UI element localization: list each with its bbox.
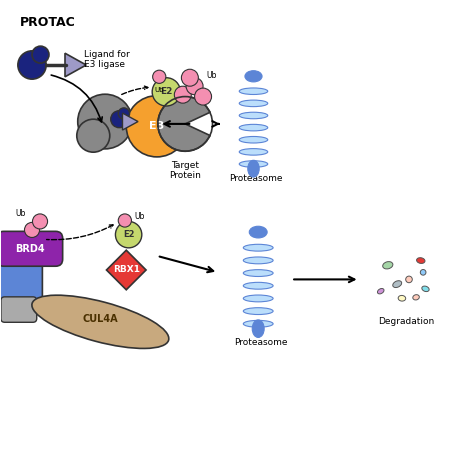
Circle shape: [152, 78, 181, 106]
Circle shape: [186, 78, 203, 95]
Ellipse shape: [393, 281, 401, 288]
Text: Ligand for
E3 ligase: Ligand for E3 ligase: [84, 50, 129, 69]
Ellipse shape: [383, 262, 393, 269]
Text: Ub: Ub: [155, 87, 164, 93]
Ellipse shape: [420, 270, 426, 275]
FancyBboxPatch shape: [0, 251, 42, 305]
Circle shape: [18, 51, 46, 79]
Text: E3: E3: [149, 121, 164, 131]
Ellipse shape: [252, 320, 264, 337]
Ellipse shape: [422, 286, 429, 292]
FancyArrowPatch shape: [51, 75, 102, 122]
Text: RBX1: RBX1: [113, 265, 140, 274]
Ellipse shape: [32, 295, 169, 348]
Circle shape: [118, 214, 131, 227]
Ellipse shape: [239, 100, 268, 107]
Ellipse shape: [406, 276, 412, 283]
Circle shape: [158, 97, 212, 151]
Circle shape: [126, 96, 188, 157]
Circle shape: [118, 108, 129, 119]
Polygon shape: [65, 53, 86, 77]
Ellipse shape: [239, 137, 268, 143]
Ellipse shape: [243, 320, 273, 327]
Ellipse shape: [239, 149, 268, 155]
Ellipse shape: [398, 295, 406, 301]
Ellipse shape: [243, 257, 273, 264]
Circle shape: [32, 46, 49, 63]
Ellipse shape: [417, 258, 425, 264]
Circle shape: [182, 69, 198, 86]
Text: Degradation: Degradation: [379, 317, 435, 326]
Circle shape: [33, 214, 47, 229]
Ellipse shape: [239, 88, 268, 94]
Ellipse shape: [239, 161, 268, 167]
Circle shape: [174, 86, 191, 103]
Circle shape: [116, 221, 142, 248]
Ellipse shape: [245, 71, 262, 82]
Ellipse shape: [243, 283, 273, 289]
Text: Target
Protein: Target Protein: [169, 161, 201, 180]
Polygon shape: [122, 113, 138, 130]
Circle shape: [77, 119, 110, 152]
Ellipse shape: [239, 112, 268, 119]
FancyArrowPatch shape: [122, 86, 148, 94]
Circle shape: [195, 88, 211, 105]
Ellipse shape: [413, 295, 419, 300]
Ellipse shape: [243, 270, 273, 276]
Ellipse shape: [377, 289, 384, 294]
Text: E2: E2: [123, 230, 134, 239]
Text: E2: E2: [160, 87, 173, 96]
Wedge shape: [185, 112, 214, 136]
Circle shape: [25, 222, 39, 237]
Ellipse shape: [243, 244, 273, 251]
Polygon shape: [107, 250, 146, 290]
Ellipse shape: [243, 308, 273, 315]
Text: Ub: Ub: [15, 209, 26, 218]
Text: Proteasome: Proteasome: [234, 338, 287, 347]
FancyBboxPatch shape: [0, 231, 63, 266]
FancyBboxPatch shape: [1, 297, 36, 322]
Ellipse shape: [248, 160, 259, 177]
Text: Ub: Ub: [206, 72, 217, 80]
Text: CUL4A: CUL4A: [82, 314, 118, 325]
Circle shape: [111, 111, 128, 128]
FancyArrowPatch shape: [46, 225, 113, 240]
Text: Ub: Ub: [134, 212, 145, 221]
Text: PROTAC: PROTAC: [20, 16, 76, 28]
Text: Proteasome: Proteasome: [229, 174, 283, 183]
Ellipse shape: [239, 124, 268, 131]
Circle shape: [78, 94, 132, 149]
Text: BRD4: BRD4: [15, 244, 45, 254]
Ellipse shape: [249, 226, 267, 238]
Circle shape: [153, 70, 166, 83]
Ellipse shape: [243, 295, 273, 302]
